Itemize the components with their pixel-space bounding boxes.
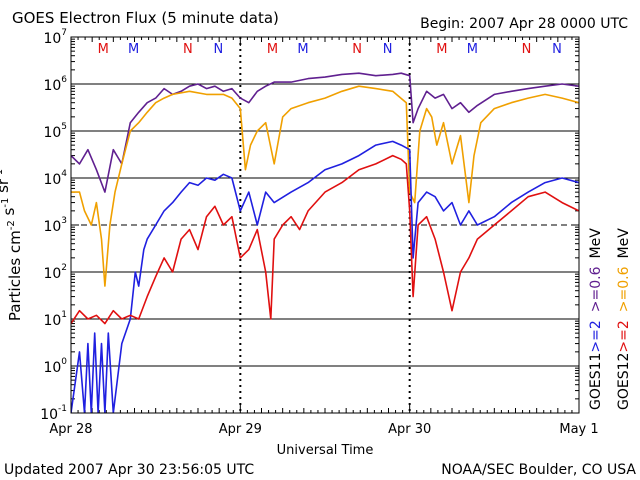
y-label-part: s: [0, 207, 18, 220]
y-tick-base: 10: [43, 172, 61, 188]
x-tick-label: May 1: [559, 422, 598, 437]
y-tick-exponent: 0: [61, 357, 67, 367]
legend-item: >=2: [588, 320, 604, 352]
x-tick-label: Apr 30: [388, 422, 431, 437]
x-tick-labels: Apr 28 Apr 29 Apr 30 May 1: [49, 422, 598, 437]
y-tick-label: 106: [43, 75, 67, 94]
y-axis-label: Particles cm-2 s-1 sr-1: [0, 169, 24, 321]
y-axis-label-text: Particles cm-2 s-1 sr-1: [0, 169, 24, 321]
marker-label: N: [552, 42, 562, 57]
y-tick-base: 10: [43, 78, 61, 94]
legend-item: MeV: [616, 228, 632, 259]
y-tick-base: 10: [43, 360, 61, 376]
y-tick-exponent: 4: [61, 169, 67, 179]
y-tick-exponent: 5: [61, 122, 67, 132]
y-tick-base: 10: [40, 407, 58, 423]
y-tick-label: 104: [43, 169, 67, 188]
y-label-part: Particles cm: [6, 230, 24, 321]
y-tick-exponent: -1: [58, 404, 67, 414]
marker-label: M: [467, 42, 478, 57]
y-tick-marks: [71, 36, 579, 414]
y-tick-exponent: 3: [61, 216, 67, 226]
y-label-exponent: -1: [0, 198, 11, 208]
y-tick-label: 100: [43, 357, 67, 376]
marker-label: N: [213, 42, 223, 57]
series-line: [71, 72, 579, 193]
plot-frame: [70, 36, 580, 414]
y-tick-label: 101: [43, 310, 67, 329]
y-tick-exponent: 2: [61, 263, 67, 273]
marker-label: M: [98, 42, 109, 57]
legend-item: >=0.6: [616, 266, 632, 312]
y-tick-label: 107: [43, 28, 67, 47]
marker-label: N: [352, 42, 362, 57]
legend-goes-label: GOES12: [616, 353, 632, 410]
legend-goes11: GOES11>=2 >=0.6 MeV: [588, 228, 604, 410]
series-line: [71, 85, 579, 287]
chart-title: GOES Electron Flux (5 minute data): [12, 9, 279, 27]
series-line: [71, 140, 579, 413]
x-tick-label: Apr 29: [219, 422, 262, 437]
begin-timestamp: Begin: 2007 Apr 28 0000 UTC: [420, 16, 628, 32]
legend-goes-label: GOES11: [588, 353, 604, 410]
y-tick-base: 10: [43, 313, 61, 329]
marker-label: M: [267, 42, 278, 57]
y-label-exponent: -1: [0, 169, 5, 179]
y-tick-exponent: 1: [61, 310, 67, 320]
y-tick-exponent: 6: [61, 75, 67, 85]
y-tick-base: 10: [43, 31, 61, 47]
legend-item: >=0.6: [588, 266, 604, 312]
day-boundary-lines: [239, 37, 411, 413]
marker-label: N: [183, 42, 193, 57]
updated-timestamp: Updated 2007 Apr 30 23:56:05 UTC: [4, 462, 254, 478]
series-group: [71, 72, 579, 413]
y-label-part: sr: [0, 178, 12, 198]
legend-item: MeV: [588, 228, 604, 259]
y-tick-label: 10-1: [40, 404, 67, 423]
marker-label: N: [522, 42, 532, 57]
x-axis-label: Universal Time: [277, 443, 374, 458]
marker-label: M: [128, 42, 139, 57]
marker-label: M: [297, 42, 308, 57]
y-tick-base: 10: [43, 125, 61, 141]
legend-item: >=2: [616, 320, 632, 352]
source-credit: NOAA/SEC Boulder, CO USA: [441, 462, 636, 478]
y-tick-label: 105: [43, 122, 67, 141]
y-tick-base: 10: [43, 266, 61, 282]
y-tick-base: 10: [43, 219, 61, 235]
x-tick-label: Apr 28: [49, 422, 92, 437]
legend-goes12: GOES12>=2 >=0.6 MeV: [616, 228, 632, 410]
y-tick-exponent: 7: [61, 28, 67, 38]
marker-label: N: [383, 42, 393, 57]
y-label-exponent: -2: [6, 220, 17, 230]
grid-lines: [71, 83, 579, 367]
y-tick-label: 102: [43, 263, 67, 282]
series-line: [71, 154, 579, 325]
marker-label: M: [436, 42, 447, 57]
y-tick-label: 103: [43, 216, 67, 235]
